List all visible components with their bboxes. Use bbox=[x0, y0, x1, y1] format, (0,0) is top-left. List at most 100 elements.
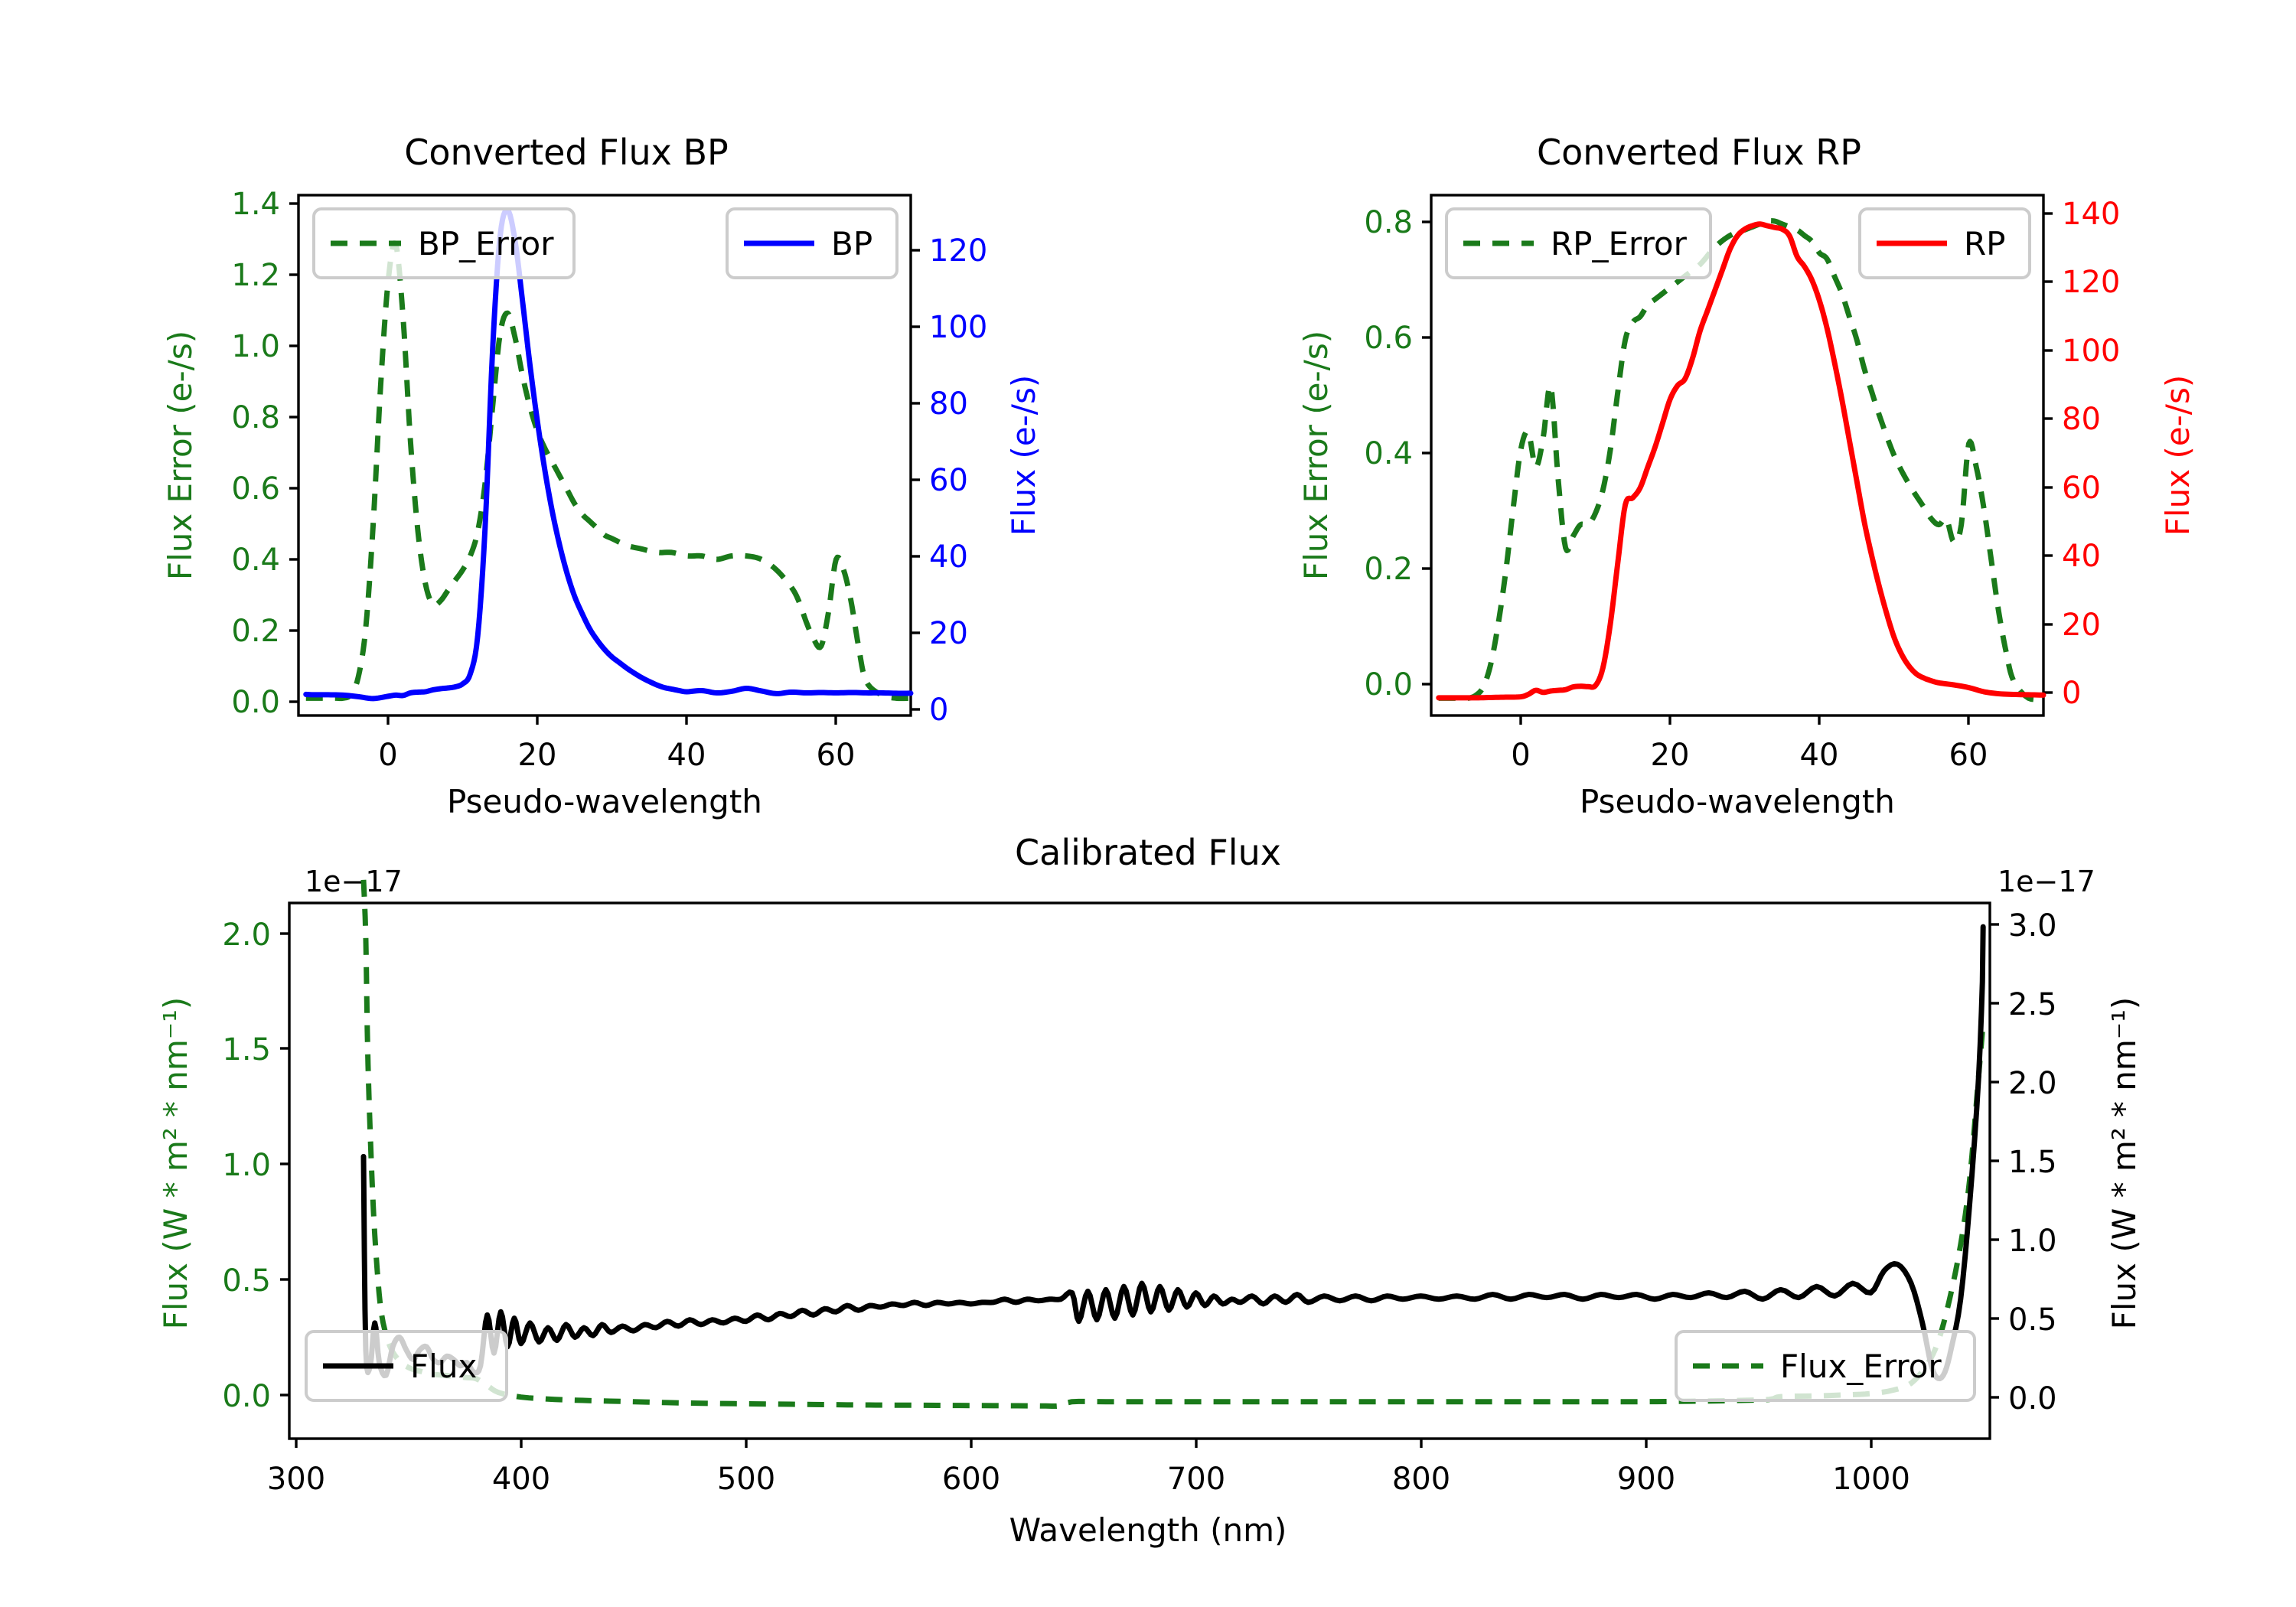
rp-ytick-left-2: 0.4 bbox=[1364, 436, 1413, 471]
rp-flux-curve bbox=[1436, 221, 2047, 701]
calibrated-plot-area bbox=[360, 879, 1986, 1410]
calibrated-ylabel-right: Flux (W * m² * nm⁻¹) bbox=[2105, 997, 2143, 1330]
bp-ytick-right-0: 0 bbox=[929, 693, 948, 728]
rp-ytick-right-1: 20 bbox=[2062, 608, 2101, 643]
bp-ytick-left-1: 0.2 bbox=[231, 614, 280, 649]
calibrated-right-offset-label: 1e−17 bbox=[1998, 865, 2095, 898]
rp-ytick-right-7: 140 bbox=[2062, 197, 2120, 232]
panel-converted-flux-rp: Converted Flux RP 0.8 0.6 0.4 0.2 0.0 Fl… bbox=[1148, 0, 2296, 826]
cal-ytick-left-3: 1.5 bbox=[222, 1032, 271, 1068]
bp-right-yaxis: 120 100 80 60 40 20 0 Flux (e-/s) bbox=[911, 233, 1042, 728]
cal-xtick-1: 400 bbox=[492, 1462, 550, 1497]
rp-ytick-right-6: 120 bbox=[2062, 265, 2120, 300]
rp-ytick-right-0: 0 bbox=[2062, 676, 2081, 711]
rp-ytick-right-3: 60 bbox=[2062, 471, 2101, 506]
rp-left-yaxis: 0.8 0.6 0.4 0.2 0.0 Flux Error (e-/s) bbox=[1297, 205, 1431, 702]
bp-title: Converted Flux BP bbox=[404, 132, 729, 173]
calibrated-axes-frame bbox=[288, 901, 1991, 1440]
rp-ytick-left-4: 0.8 bbox=[1364, 205, 1413, 240]
calibrated-error-legend-label: Flux_Error bbox=[1780, 1348, 1942, 1385]
calibrated-title: Calibrated Flux bbox=[1015, 832, 1281, 873]
calibrated-legend-right[interactable]: Flux_Error bbox=[1675, 1330, 1976, 1402]
bp-ytick-right-5: 100 bbox=[929, 310, 987, 345]
bp-flux-legend-label: BP bbox=[831, 225, 872, 262]
rp-ytick-right-5: 100 bbox=[2062, 334, 2120, 369]
rp-xtick-1: 20 bbox=[1651, 738, 1690, 773]
calibrated-ylabel-left: Flux (W * m² * nm⁻¹) bbox=[157, 997, 194, 1330]
rp-ytick-left-1: 0.2 bbox=[1364, 552, 1413, 587]
rp-xaxis: 0 20 40 60 Pseudo-wavelength bbox=[1511, 715, 1988, 820]
bp-ytick-right-4: 80 bbox=[929, 386, 968, 422]
cal-ytick-right-6: 3.0 bbox=[2008, 908, 2057, 944]
rp-flux-legend-label: RP bbox=[1964, 225, 2006, 262]
bp-ytick-left-2: 0.4 bbox=[231, 543, 280, 578]
bp-ylabel-left: Flux Error (e-/s) bbox=[161, 331, 199, 580]
rp-plot-area bbox=[1436, 218, 2047, 702]
bp-left-yaxis: 1.4 1.2 1.0 0.8 0.6 0.4 0.2 0.0 Flux Err… bbox=[161, 187, 298, 720]
cal-ytick-right-0: 0.0 bbox=[2008, 1381, 2057, 1416]
cal-ytick-right-3: 1.5 bbox=[2008, 1145, 2057, 1180]
rp-axes-frame bbox=[1430, 194, 2045, 717]
rp-xtick-3: 60 bbox=[1949, 738, 1988, 773]
bp-error-curve bbox=[304, 240, 912, 702]
bp-axes-frame bbox=[297, 194, 912, 717]
bp-xtick-3: 60 bbox=[817, 738, 856, 773]
rp-ylabel-right: Flux (e-/s) bbox=[2159, 375, 2197, 536]
calibrated-xaxis: 300 400 500 600 700 800 900 1000 Wavelen… bbox=[267, 1439, 1910, 1549]
cal-ytick-right-5: 2.5 bbox=[2008, 987, 2057, 1022]
bp-ytick-left-7: 1.4 bbox=[231, 187, 280, 222]
bp-ytick-left-3: 0.6 bbox=[231, 471, 280, 507]
rp-xtick-0: 0 bbox=[1511, 738, 1530, 773]
cal-xtick-4: 700 bbox=[1167, 1462, 1225, 1497]
cal-xtick-6: 900 bbox=[1617, 1462, 1675, 1497]
cal-xtick-0: 300 bbox=[267, 1462, 325, 1497]
bp-ytick-right-1: 20 bbox=[929, 616, 968, 651]
cal-xtick-7: 1000 bbox=[1832, 1462, 1910, 1497]
calibrated-xlabel: Wavelength (nm) bbox=[1009, 1511, 1287, 1549]
bp-ytick-left-6: 1.2 bbox=[231, 258, 280, 293]
bp-ytick-right-6: 120 bbox=[929, 233, 987, 269]
calibrated-flux-curve bbox=[360, 924, 1986, 1382]
bp-xtick-2: 40 bbox=[667, 738, 706, 773]
rp-error-curve bbox=[1437, 218, 2045, 702]
rp-right-yaxis: 140 120 100 80 60 40 20 0 Flux (e-/s) bbox=[2043, 197, 2197, 711]
rp-title: Converted Flux RP bbox=[1537, 132, 1861, 173]
rp-ytick-right-4: 80 bbox=[2062, 402, 2101, 437]
cal-xtick-2: 500 bbox=[717, 1462, 775, 1497]
rp-xlabel: Pseudo-wavelength bbox=[1580, 783, 1895, 820]
cal-ytick-right-1: 0.5 bbox=[2008, 1302, 2057, 1338]
rp-xtick-2: 40 bbox=[1800, 738, 1839, 773]
calibrated-left-yaxis: 2.0 1.5 1.0 0.5 0.0 Flux (W * m² * nm⁻¹) bbox=[157, 918, 289, 1414]
rp-error-legend-label: RP_Error bbox=[1551, 225, 1688, 262]
rp-legend-right[interactable]: RP bbox=[1858, 207, 2031, 279]
cal-ytick-left-0: 0.0 bbox=[222, 1379, 271, 1414]
rp-ytick-right-2: 40 bbox=[2062, 539, 2101, 574]
rp-ytick-left-3: 0.6 bbox=[1364, 321, 1413, 356]
rp-legend-left[interactable]: RP_Error bbox=[1445, 207, 1712, 279]
cal-xtick-3: 600 bbox=[942, 1462, 1000, 1497]
bp-ylabel-right: Flux (e-/s) bbox=[1005, 375, 1042, 536]
bp-plot-area bbox=[303, 207, 914, 702]
bp-legend-left[interactable]: BP_Error bbox=[312, 207, 576, 279]
cal-ytick-right-2: 1.0 bbox=[2008, 1224, 2057, 1259]
bp-legend-right[interactable]: BP bbox=[726, 207, 899, 279]
calibrated-flux-legend-label: Flux bbox=[410, 1348, 477, 1385]
cal-ytick-left-1: 0.5 bbox=[222, 1263, 271, 1299]
calibrated-error-curve bbox=[360, 879, 1986, 1410]
bp-xlabel: Pseudo-wavelength bbox=[447, 783, 762, 820]
bp-xtick-1: 20 bbox=[518, 738, 557, 773]
cal-ytick-right-4: 2.0 bbox=[2008, 1066, 2057, 1101]
rp-ylabel-left: Flux Error (e-/s) bbox=[1297, 331, 1335, 580]
bp-flux-curve bbox=[303, 207, 914, 702]
bp-title-group: Converted Flux BP bbox=[404, 132, 729, 173]
cal-xtick-5: 800 bbox=[1392, 1462, 1450, 1497]
bp-error-legend-label: BP_Error bbox=[418, 225, 554, 262]
panel-calibrated-flux: Calibrated Flux 1e−17 1e−17 2.0 1.5 1.0 … bbox=[0, 796, 2296, 1607]
calibrated-left-offset-label: 1e−17 bbox=[305, 865, 403, 898]
bp-ytick-left-4: 0.8 bbox=[231, 400, 280, 435]
calibrated-legend-left[interactable]: Flux bbox=[305, 1330, 508, 1402]
cal-ytick-left-4: 2.0 bbox=[222, 918, 271, 953]
rp-ytick-left-0: 0.0 bbox=[1364, 667, 1413, 702]
bp-xtick-0: 0 bbox=[378, 738, 397, 773]
